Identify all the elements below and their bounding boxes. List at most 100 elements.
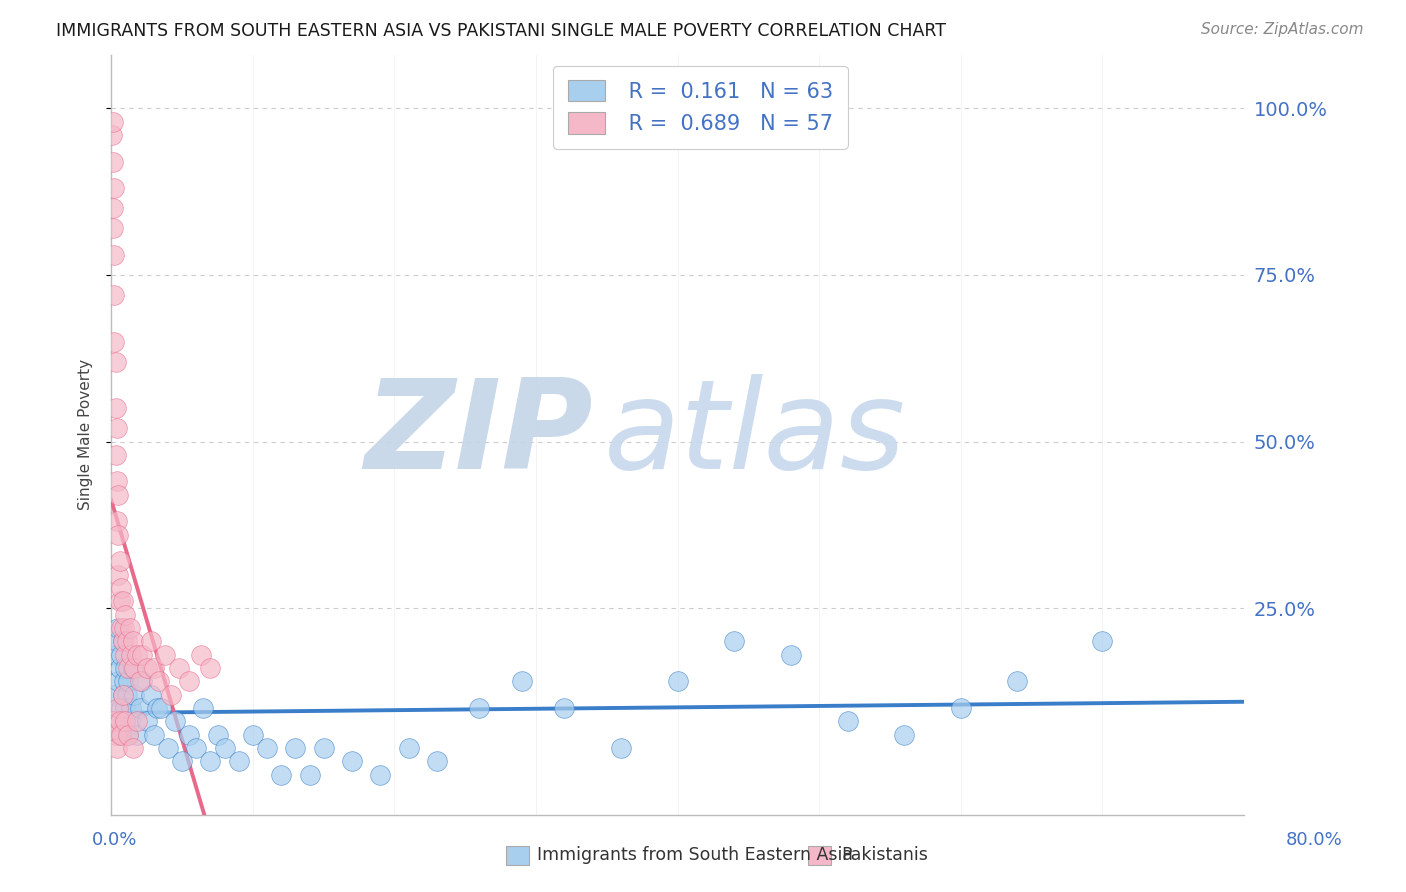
Point xyxy=(101,128,124,142)
Point xyxy=(103,248,125,262)
Point xyxy=(207,728,229,742)
Point xyxy=(148,674,170,689)
Point xyxy=(135,661,157,675)
Point xyxy=(103,334,125,349)
Point xyxy=(104,728,127,742)
Point xyxy=(110,728,132,742)
Point xyxy=(139,688,162,702)
Point xyxy=(105,714,128,729)
Point xyxy=(105,515,128,529)
Point xyxy=(110,648,132,662)
Point xyxy=(103,181,125,195)
Point xyxy=(105,475,128,489)
Point xyxy=(114,701,136,715)
Point xyxy=(370,767,392,781)
Point xyxy=(107,701,129,715)
Point xyxy=(179,728,201,742)
Point xyxy=(111,688,134,702)
Point xyxy=(125,648,148,662)
Point xyxy=(179,674,201,689)
Point xyxy=(193,701,215,715)
Point xyxy=(107,528,129,542)
Point xyxy=(103,221,125,235)
Point xyxy=(114,714,136,729)
Text: Source: ZipAtlas.com: Source: ZipAtlas.com xyxy=(1201,22,1364,37)
Point xyxy=(121,661,143,675)
Point xyxy=(108,728,131,742)
Y-axis label: Single Male Poverty: Single Male Poverty xyxy=(79,359,93,510)
Point xyxy=(104,354,127,368)
Point xyxy=(107,674,129,689)
Point xyxy=(114,648,136,662)
Point xyxy=(118,621,141,635)
Point xyxy=(610,741,633,756)
Point xyxy=(115,634,138,648)
Point xyxy=(122,661,145,675)
Point xyxy=(105,421,128,435)
Point xyxy=(340,754,363,768)
Point xyxy=(149,701,172,715)
Point xyxy=(120,701,142,715)
Point xyxy=(398,741,420,756)
Point xyxy=(228,754,250,768)
Point xyxy=(200,754,222,768)
Point xyxy=(1007,674,1029,689)
Point xyxy=(121,741,143,756)
Point xyxy=(284,741,307,756)
Point xyxy=(117,674,139,689)
Point xyxy=(125,728,148,742)
Point xyxy=(112,621,135,635)
Text: IMMIGRANTS FROM SOUTH EASTERN ASIA VS PAKISTANI SINGLE MALE POVERTY CORRELATION : IMMIGRANTS FROM SOUTH EASTERN ASIA VS PA… xyxy=(56,22,946,40)
Point xyxy=(105,741,128,756)
Point xyxy=(128,674,150,689)
Point xyxy=(108,554,131,568)
Point xyxy=(120,648,142,662)
Point xyxy=(172,754,194,768)
Point xyxy=(153,648,176,662)
Point xyxy=(104,648,127,662)
Point xyxy=(190,648,212,662)
Point xyxy=(510,674,533,689)
Point xyxy=(298,767,321,781)
Point xyxy=(103,714,125,729)
Point xyxy=(125,714,148,729)
Point xyxy=(104,401,127,416)
Point xyxy=(723,634,745,648)
Point xyxy=(111,688,134,702)
Point xyxy=(128,701,150,715)
Point xyxy=(103,288,125,302)
Point xyxy=(108,661,131,675)
Point xyxy=(121,634,143,648)
Point xyxy=(131,648,153,662)
Point xyxy=(101,114,124,128)
Point xyxy=(666,674,689,689)
Text: atlas: atlas xyxy=(605,375,907,495)
Point xyxy=(256,741,278,756)
Point xyxy=(114,607,136,622)
Point xyxy=(114,661,136,675)
Point xyxy=(200,661,222,675)
Point xyxy=(949,701,972,715)
Point xyxy=(117,728,139,742)
Point xyxy=(156,741,179,756)
Point xyxy=(169,661,191,675)
Point xyxy=(107,567,129,582)
Point xyxy=(117,661,139,675)
Point xyxy=(108,594,131,608)
Point xyxy=(135,714,157,729)
Point xyxy=(110,581,132,595)
Point xyxy=(107,621,129,635)
Point xyxy=(186,741,208,756)
Point xyxy=(104,448,127,462)
Point xyxy=(553,701,575,715)
Point xyxy=(118,714,141,729)
Point xyxy=(468,701,491,715)
Text: Pakistanis: Pakistanis xyxy=(841,847,928,864)
Point xyxy=(780,648,803,662)
Point xyxy=(163,714,186,729)
Point xyxy=(112,714,135,729)
Point xyxy=(426,754,449,768)
Point xyxy=(145,701,167,715)
Point xyxy=(110,621,132,635)
Point xyxy=(142,661,165,675)
